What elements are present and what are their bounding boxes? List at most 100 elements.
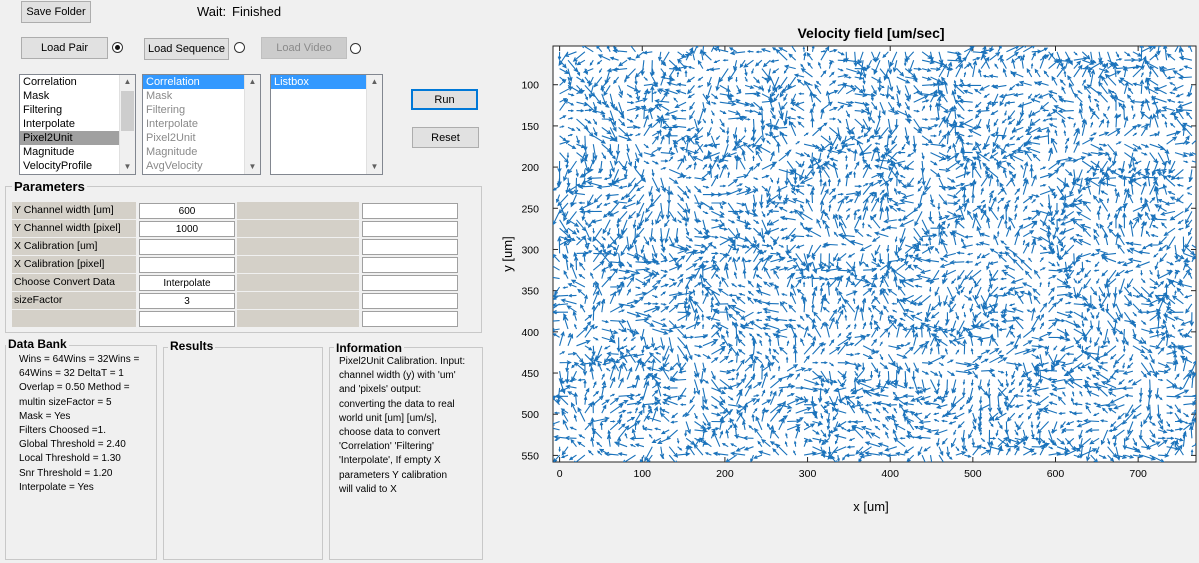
param-gray-cell: [237, 256, 359, 273]
information-title: Information: [334, 341, 404, 355]
param-input-extra[interactable]: [362, 293, 458, 309]
param-gray-cell: [237, 274, 359, 291]
list-item[interactable]: Interpolate: [23, 118, 75, 130]
param-label: X Calibration [pixel]: [12, 256, 136, 273]
list-item[interactable]: Magnitude: [23, 146, 75, 158]
databank-line: Overlap = 0.50 Method =: [19, 382, 130, 394]
y-ticks: 100 150 200 250 300 350 400 450 500 550: [521, 80, 1196, 462]
information-panel: [329, 347, 483, 560]
info-line: 'Interpolate', If empty X: [339, 455, 441, 467]
param-input-extra[interactable]: [362, 257, 458, 273]
velocity-field-chart[interactable]: Velocity field [um/sec] x [um] y [um] 0 1…: [490, 18, 1199, 518]
param-input-extra[interactable]: [362, 221, 458, 237]
list-item[interactable]: Correlation: [23, 76, 77, 88]
scroll-down-icon[interactable]: ▼: [123, 162, 132, 171]
save-folder-button[interactable]: Save Folder: [21, 1, 91, 23]
param-input-extra[interactable]: [362, 275, 458, 291]
databank-line: Interpolate = Yes: [19, 481, 94, 493]
info-line: world unit [um] [um/s],: [339, 412, 437, 424]
y-tick-label: 350: [521, 286, 539, 298]
list-item[interactable]: Filtering: [23, 104, 63, 116]
scroll-up-icon[interactable]: ▲: [370, 77, 379, 86]
parameters-title: Parameters: [12, 179, 87, 194]
done-listbox[interactable]: Correlation Mask Filtering Interpolate P…: [142, 74, 261, 175]
y-tick-label: 250: [521, 203, 539, 215]
list-item-selected[interactable]: Pixel2Unit: [20, 131, 135, 145]
param-label: Choose Convert Data: [12, 274, 136, 291]
x-tick-label: 0: [557, 468, 563, 480]
param-gray-cell: [237, 238, 359, 255]
param-input-extra[interactable]: [362, 203, 458, 219]
y-axis-label: y [um]: [500, 236, 515, 271]
list-item[interactable]: Magnitude: [146, 146, 198, 158]
list-item-selected[interactable]: Correlation: [143, 75, 260, 89]
list-item[interactable]: Interpolate: [146, 118, 198, 130]
databank-line: 64Wins = 32 DeltaT = 1: [19, 368, 124, 380]
databank-line: Mask = Yes: [19, 410, 71, 422]
scroll-thumb[interactable]: [121, 91, 134, 131]
list-item[interactable]: Pixel2Unit: [146, 132, 196, 144]
param-input-extra[interactable]: [362, 239, 458, 255]
x-tick-label: 100: [633, 468, 651, 480]
param-input-extra[interactable]: [362, 311, 458, 327]
list-item[interactable]: Filtering: [146, 104, 186, 116]
load-video-radio[interactable]: [350, 43, 361, 54]
scroll-up-icon[interactable]: ▲: [248, 77, 257, 86]
quiver-arrows: [553, 46, 1196, 462]
y-tick-label: 150: [521, 121, 539, 133]
param-gray-cell: [237, 202, 359, 219]
list-item[interactable]: Mask: [146, 90, 173, 102]
load-sequence-button[interactable]: Load Sequence: [144, 38, 229, 60]
load-pair-radio[interactable]: [112, 42, 123, 53]
param-label: Y Channel width [pixel]: [12, 220, 136, 237]
list-item[interactable]: VelocityProfile: [23, 160, 93, 172]
load-video-button[interactable]: Load Video: [261, 37, 347, 59]
scroll-down-icon[interactable]: ▼: [248, 162, 257, 171]
info-line: parameters Y calibration: [339, 469, 448, 481]
status-label: Wait:: [197, 4, 227, 19]
y-tick-label: 100: [521, 80, 539, 92]
databank-line: Local Threshold = 1.30: [19, 453, 121, 465]
param-input-y-width-um[interactable]: 600: [139, 203, 235, 219]
databank-line: Snr Threshold = 1.20: [19, 467, 113, 479]
param-input-convert-data[interactable]: Interpolate: [139, 275, 235, 291]
databank-line: Global Threshold = 2.40: [19, 439, 126, 451]
list-item[interactable]: Mask: [23, 90, 50, 102]
list-item-selected[interactable]: Listbox: [271, 75, 382, 89]
load-pair-button[interactable]: Load Pair: [21, 37, 108, 59]
info-line: Pixel2Unit Calibration. Input:: [339, 356, 466, 367]
param-input-x-cal-pixel[interactable]: [139, 257, 235, 273]
information-content: Pixel2Unit Calibration. Input: channel w…: [339, 355, 481, 497]
velocity-vectors: [553, 46, 1196, 462]
param-input-x-cal-um[interactable]: [139, 239, 235, 255]
steps-listbox[interactable]: Correlation Mask Filtering Interpolate P…: [19, 74, 136, 175]
scroll-up-icon[interactable]: ▲: [123, 77, 132, 86]
databank-title: Data Bank: [6, 337, 69, 351]
info-line: and 'pixels' output:: [339, 384, 422, 396]
param-gray-cell: [237, 310, 359, 327]
param-label: [12, 310, 136, 327]
x-tick-label: 500: [964, 468, 982, 480]
steps-scrollbar[interactable]: ▲ ▼: [119, 75, 135, 174]
param-gray-cell: [237, 292, 359, 309]
y-tick-label: 450: [521, 368, 539, 380]
param-input-y-width-pixel[interactable]: 1000: [139, 221, 235, 237]
param-input-empty[interactable]: [139, 311, 235, 327]
parameters-panel: [5, 186, 482, 333]
done-scrollbar[interactable]: ▲ ▼: [244, 75, 260, 174]
reset-button[interactable]: Reset: [412, 127, 479, 148]
list-item[interactable]: AvgVelocity: [146, 160, 203, 172]
y-tick-label: 400: [521, 327, 539, 339]
output-scrollbar[interactable]: ▲ ▼: [366, 75, 382, 174]
x-tick-label: 300: [799, 468, 817, 480]
output-listbox[interactable]: Listbox ▲ ▼: [270, 74, 383, 175]
param-input-size-factor[interactable]: 3: [139, 293, 235, 309]
x-tick-label: 700: [1129, 468, 1147, 480]
run-button[interactable]: Run: [411, 89, 478, 110]
param-label: X Calibration [um]: [12, 238, 136, 255]
scroll-down-icon[interactable]: ▼: [370, 162, 379, 171]
x-tick-label: 200: [716, 468, 734, 480]
info-line: converting the data to real: [339, 398, 455, 410]
databank-content: Wins = 64Wins = 32Wins = 64Wins = 32 Del…: [19, 353, 153, 495]
load-sequence-radio[interactable]: [234, 42, 245, 53]
